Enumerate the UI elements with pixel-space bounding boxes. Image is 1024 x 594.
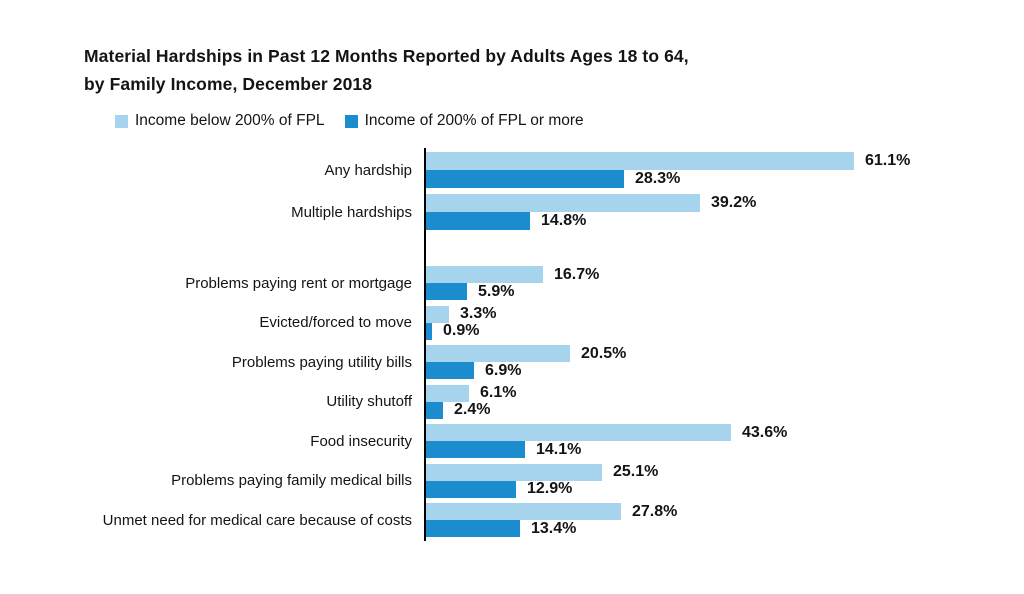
value-label: 43.6%	[742, 423, 788, 441]
category-label: Food insecurity	[310, 432, 412, 450]
value-label: 14.1%	[536, 440, 582, 458]
value-label: 0.9%	[443, 322, 480, 339]
bar-income-200-fpl-or-more	[426, 322, 432, 340]
category-label: Any hardship	[324, 161, 412, 179]
bar-income-200-fpl-or-more	[426, 362, 474, 379]
value-label: 28.3%	[635, 170, 681, 187]
bar-income-below-200-fpl	[426, 463, 602, 481]
bar-income-below-200-fpl	[426, 424, 731, 441]
bar-income-below-200-fpl	[426, 152, 854, 170]
category-label: Unmet need for medical care because of c…	[102, 511, 412, 529]
legend: Income below 200% of FPL Income of 200% …	[115, 112, 584, 130]
value-label: 39.2%	[711, 194, 757, 211]
value-label: 13.4%	[531, 519, 577, 537]
category-label: Problems paying family medical bills	[171, 472, 412, 489]
category-label: Multiple hardships	[291, 203, 412, 221]
legend-item-200-fpl-or-more: Income of 200% of FPL or more	[344, 112, 584, 130]
value-label: 6.1%	[480, 384, 517, 401]
chart-title-line-2: by Family Income, December 2018	[84, 74, 373, 94]
value-label: 14.8%	[541, 212, 587, 229]
category-label: Evicted/forced to move	[259, 314, 412, 331]
category-label: Utility shutoff	[326, 393, 412, 410]
value-label: 12.9%	[527, 480, 573, 497]
value-label: 2.4%	[454, 401, 491, 418]
legend-label-below-200-fpl: Income below 200% of FPL	[135, 112, 325, 129]
value-label: 61.1%	[865, 152, 911, 169]
category-label: Problems paying utility bills	[231, 353, 412, 371]
legend-swatch-dark-blue-icon	[344, 114, 358, 128]
bar-income-below-200-fpl	[426, 503, 621, 520]
bar-income-200-fpl-or-more	[426, 212, 530, 230]
y-axis-line	[424, 148, 426, 541]
value-label: 16.7%	[554, 265, 600, 283]
value-label: 27.8%	[632, 502, 678, 520]
legend-item-below-200-fpl: Income below 200% of FPL	[115, 112, 325, 130]
bar-income-below-200-fpl	[426, 345, 570, 362]
bar-income-below-200-fpl	[426, 305, 449, 323]
legend-label-200-fpl-or-more: Income of 200% of FPL or more	[364, 112, 584, 129]
legend-swatch-light-blue-icon	[115, 114, 128, 128]
bar-income-200-fpl-or-more	[426, 283, 467, 300]
category-label: Problems paying rent or mortgage	[185, 274, 412, 292]
value-label: 25.1%	[613, 463, 659, 480]
bar-income-200-fpl-or-more	[426, 441, 525, 458]
bar-income-below-200-fpl	[426, 194, 700, 212]
bar-income-below-200-fpl	[426, 384, 469, 402]
bar-income-200-fpl-or-more	[426, 480, 516, 498]
chart-title-line-1: Material Hardships in Past 12 Months Rep…	[84, 46, 689, 66]
bar-income-200-fpl-or-more	[426, 170, 624, 188]
value-label: 20.5%	[581, 344, 627, 362]
chart-title: Material Hardships in Past 12 Months Rep…	[84, 42, 804, 98]
bar-income-below-200-fpl	[426, 266, 543, 283]
value-label: 3.3%	[460, 305, 497, 322]
value-label: 6.9%	[485, 361, 522, 379]
bar-income-200-fpl-or-more	[426, 401, 443, 419]
bar-income-200-fpl-or-more	[426, 520, 520, 537]
value-label: 5.9%	[478, 282, 515, 300]
